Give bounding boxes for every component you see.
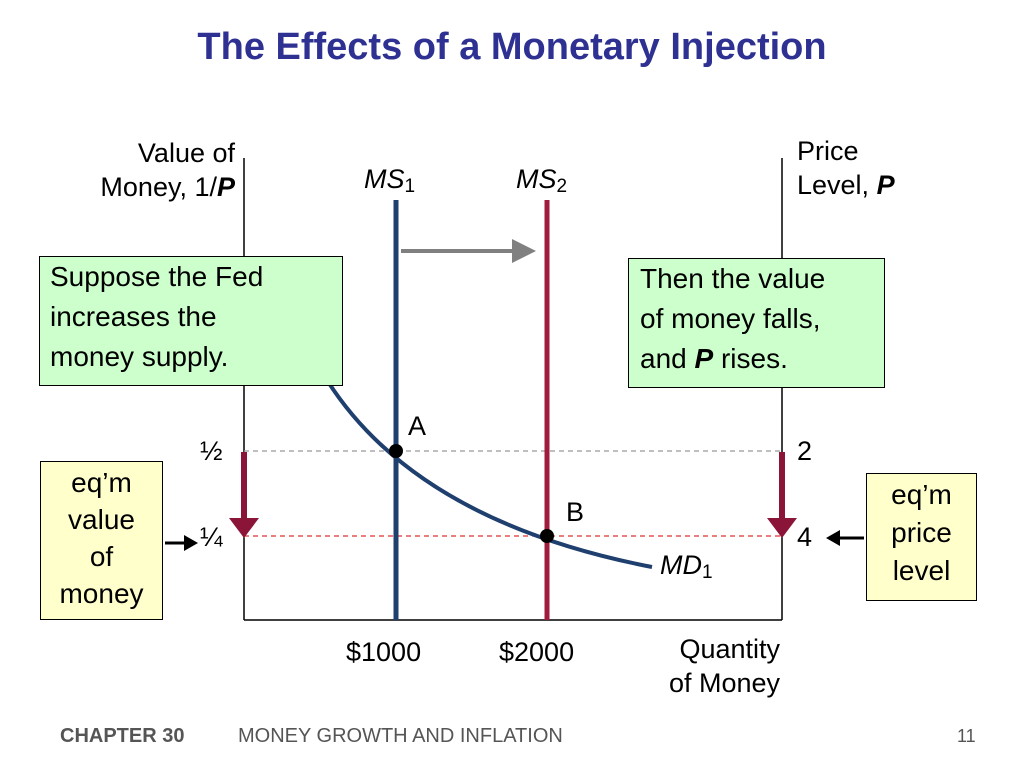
tick-half: ½	[200, 436, 223, 466]
right-axis-variable: P	[876, 170, 895, 200]
tick-quarter: ¼	[200, 522, 223, 552]
fed-callout-line1: Suppose the Fed	[50, 261, 264, 292]
tick-four: 4	[797, 522, 813, 552]
left-axis-variable: P	[216, 172, 235, 202]
result-callout-variable: P	[694, 343, 714, 374]
eq-price-line3: level	[892, 555, 951, 586]
tick-two: 2	[797, 436, 813, 466]
x-axis-label: Quantity of Money	[620, 632, 780, 700]
left-drop-arrow	[229, 452, 259, 538]
point-a-label: A	[408, 411, 427, 441]
md1-curve	[320, 370, 653, 569]
result-callout: Then the value of money falls, and P ris…	[628, 258, 885, 388]
left-axis-label-line1: Value of	[137, 138, 235, 168]
left-axis-label: Value of Money, 1/P	[40, 136, 235, 204]
eq-price-line1: eq’m	[891, 479, 952, 510]
md1-label: MD1	[660, 550, 713, 583]
fed-callout: Suppose the Fed increases the money supp…	[39, 256, 343, 386]
result-callout-line2: of money falls,	[640, 303, 821, 334]
result-callout-line1: Then the value	[640, 263, 826, 294]
right-axis-label: Price Level, P	[797, 134, 1007, 202]
x-axis-label-line1: Quantity	[679, 634, 780, 664]
equilibrium-point-b	[540, 529, 554, 543]
point-b-label: B	[566, 497, 585, 527]
ms2-label: MS2	[516, 164, 568, 197]
left-axis-label-line2: Money, 1/	[100, 172, 217, 202]
right-pointer-arrow	[826, 530, 864, 546]
footer-page-number: 11	[957, 726, 976, 746]
tick-q1: $1000	[346, 637, 422, 667]
slide-title: The Effects of a Monetary Injection	[197, 26, 827, 68]
equilibrium-point-a	[389, 444, 403, 458]
tick-q2: $2000	[499, 637, 575, 667]
right-axis-label-line2: Level,	[797, 170, 877, 200]
fed-callout-line2: increases the	[50, 301, 217, 332]
left-pointer-arrow	[165, 535, 198, 551]
eq-value-line1: eq’m	[71, 467, 132, 498]
ms1-label: MS1	[364, 164, 416, 197]
right-axis-label-line1: Price	[797, 136, 859, 166]
eq-value-line4: money	[59, 578, 144, 609]
footer-chapter: CHAPTER 30	[60, 725, 185, 747]
eq-price-callout: eq’m price level	[866, 473, 977, 601]
eq-value-callout: eq’m value of money	[40, 461, 163, 620]
fed-callout-line3: money supply.	[50, 341, 229, 372]
eq-price-line2: price	[891, 517, 952, 548]
right-drop-arrow	[767, 452, 797, 538]
x-axis-label-line2: of Money	[668, 668, 780, 698]
eq-value-line2: value	[68, 504, 135, 535]
eq-value-line3: of	[89, 541, 114, 572]
footer-section: MONEY GROWTH AND INFLATION	[238, 725, 563, 747]
